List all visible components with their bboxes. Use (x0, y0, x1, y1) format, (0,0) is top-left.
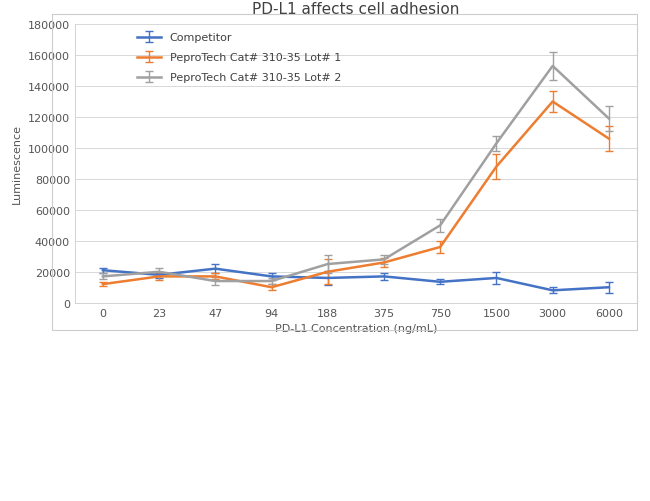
Y-axis label: Luminescence: Luminescence (12, 124, 22, 204)
Title: PD-L1 affects cell adhesion: PD-L1 affects cell adhesion (252, 2, 460, 17)
X-axis label: PD-L1 Concentration (ng/mL): PD-L1 Concentration (ng/mL) (275, 324, 437, 334)
Legend: Competitor, PeproTech Cat# 310-35 Lot# 1, PeproTech Cat# 310-35 Lot# 2: Competitor, PeproTech Cat# 310-35 Lot# 1… (136, 34, 341, 83)
